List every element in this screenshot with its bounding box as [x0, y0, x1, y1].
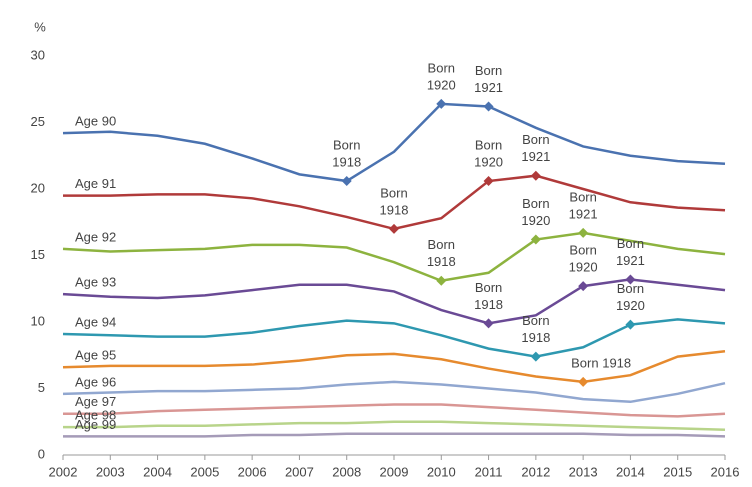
- series-label: Age 99: [75, 417, 116, 432]
- annotation: Born: [617, 281, 644, 296]
- annotation: Born: [569, 243, 596, 258]
- annotation: 1920: [616, 298, 645, 313]
- series-line: [62, 231, 726, 283]
- marker: [578, 281, 589, 292]
- annotation: Born: [522, 196, 549, 211]
- x-tick-label: 2008: [332, 464, 361, 479]
- series-label: Age 98: [75, 408, 116, 423]
- y-tick-label: 10: [31, 313, 45, 328]
- x-tick-label: 2003: [96, 464, 125, 479]
- y-tick-label: 5: [38, 380, 45, 395]
- annotation: 1921: [616, 253, 645, 268]
- annotation: 1918: [332, 154, 361, 169]
- marker: [483, 101, 494, 112]
- series-label: Age 95: [75, 348, 116, 363]
- marker: [625, 274, 636, 285]
- annotation: Born: [380, 185, 407, 200]
- series-label: Age 96: [75, 374, 116, 389]
- y-tick-label: 0: [38, 446, 45, 461]
- annotation: Born: [428, 237, 455, 252]
- x-tick-label: 2013: [569, 464, 598, 479]
- marker: [436, 98, 447, 109]
- annotation: Born: [475, 63, 502, 78]
- annotation: 1920: [521, 213, 550, 228]
- x-tick-label: 2004: [143, 464, 172, 479]
- series-line: [62, 380, 726, 404]
- series-label: Age 90: [75, 114, 116, 129]
- series-line: [62, 318, 726, 358]
- annotation: 1921: [521, 149, 550, 164]
- annotation: Born: [333, 137, 360, 152]
- x-tick-label: 2009: [380, 464, 409, 479]
- marker: [578, 227, 589, 238]
- marker: [530, 234, 541, 245]
- series-line: [63, 420, 726, 431]
- series-line: [63, 432, 726, 438]
- annotation: Born: [475, 280, 502, 295]
- series-label: Age 93: [75, 275, 116, 290]
- annotation: Born: [569, 189, 596, 204]
- x-tick-label: 2006: [238, 464, 267, 479]
- annotation: 1918: [427, 254, 456, 269]
- series-label: Age 92: [75, 229, 116, 244]
- marker: [530, 170, 541, 181]
- y-tick-label: 25: [31, 114, 45, 129]
- annotation: Born: [522, 313, 549, 328]
- x-tick-label: 2016: [711, 464, 740, 479]
- x-tick-label: 2014: [616, 464, 645, 479]
- annotation: 1920: [427, 77, 456, 92]
- x-tick-label: 2002: [49, 464, 78, 479]
- marker: [389, 223, 399, 234]
- annotation: Born: [475, 137, 502, 152]
- series-line: [62, 350, 726, 384]
- marker: [483, 176, 494, 187]
- marker: [625, 319, 636, 330]
- annotation: 1918: [521, 330, 550, 345]
- x-tick-label: 2015: [663, 464, 692, 479]
- annotation: 1920: [474, 154, 503, 169]
- series-label: Age 97: [75, 394, 116, 409]
- x-tick-label: 2011: [475, 464, 503, 479]
- x-tick-label: 2010: [427, 464, 456, 479]
- series-line: [62, 278, 726, 325]
- annotation: Born: [522, 132, 549, 147]
- series-label: Age 94: [75, 314, 116, 329]
- annotation: 1918: [474, 297, 503, 312]
- marker: [483, 318, 494, 329]
- annotation: 1920: [569, 260, 598, 275]
- series-line: [62, 102, 726, 183]
- y-tick-label: 15: [31, 247, 45, 262]
- marker: [341, 176, 352, 187]
- marker: [530, 351, 541, 362]
- annotation: 1921: [474, 80, 503, 95]
- y-axis-label: %: [34, 19, 46, 34]
- marker: [436, 275, 447, 286]
- annotation: 1921: [569, 206, 598, 221]
- annotation: 1918: [380, 202, 409, 217]
- x-tick-label: 2005: [190, 464, 219, 479]
- y-tick-label: 30: [31, 47, 45, 62]
- annotation: Born 1918: [571, 355, 631, 370]
- annotation: Born: [428, 60, 455, 75]
- series-line: [63, 403, 726, 418]
- x-tick-label: 2012: [521, 464, 550, 479]
- marker: [578, 376, 589, 387]
- annotation: Born: [617, 236, 644, 251]
- y-tick-label: 20: [31, 180, 45, 195]
- x-tick-label: 2007: [285, 464, 314, 479]
- series-label: Age 91: [75, 176, 116, 191]
